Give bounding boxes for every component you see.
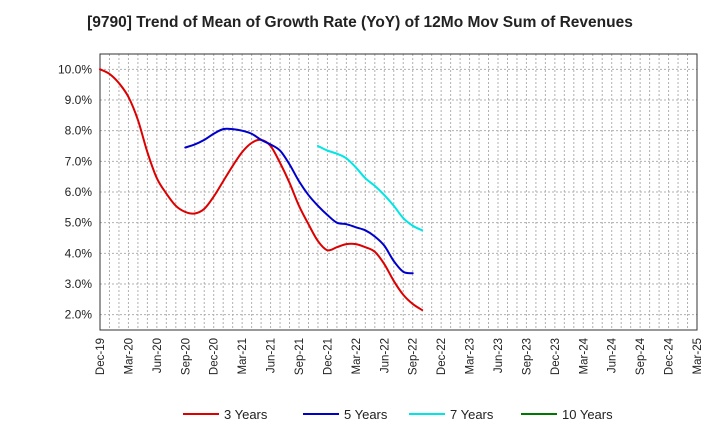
- y-tick-label: 3.0%: [65, 277, 93, 291]
- x-tick-label: Sep-23: [521, 338, 533, 375]
- y-tick-label: 6.0%: [65, 185, 93, 199]
- x-tick-label: Jun-24: [607, 337, 619, 373]
- x-tick-label: Mar-22: [351, 338, 363, 374]
- axes: [99, 53, 698, 331]
- y-tick-label: 9.0%: [65, 93, 93, 107]
- x-tick-label: Dec-22: [436, 338, 448, 375]
- x-tick-label: Jun-23: [493, 338, 505, 373]
- x-tick-label: Jun-22: [379, 338, 391, 373]
- x-tick-label: Mar-20: [123, 338, 135, 374]
- x-tick-label: Mar-21: [237, 338, 249, 374]
- y-tick-label: 2.0%: [65, 308, 93, 322]
- x-tick-label: Dec-24: [664, 337, 676, 375]
- y-tick-label: 8.0%: [65, 124, 93, 138]
- y-axis-ticks: 2.0% 3.0% 4.0% 5.0% 6.0% 7.0% 8.0% 9.0% 10.0%: [58, 62, 92, 321]
- x-tick-label: Sep-21: [294, 338, 306, 375]
- legend-label-3-years: 3 Years: [224, 407, 268, 422]
- y-tick-label: 4.0%: [65, 246, 93, 260]
- x-tick-label: Sep-20: [180, 338, 192, 375]
- x-tick-label: Dec-20: [209, 338, 221, 375]
- x-tick-label: Sep-22: [408, 338, 420, 375]
- legend-label-10-years: 10 Years: [562, 407, 613, 422]
- plot-frame: [99, 53, 698, 331]
- x-tick-label: Sep-24: [635, 337, 647, 375]
- x-axis-ticks: Dec-19 Mar-20 Jun-20 Sep-20 Dec-20 Mar-21 Jun-…: [95, 337, 704, 375]
- series-line-7-years: [316, 145, 424, 232]
- x-tick-label: Mar-25: [692, 338, 704, 374]
- x-tick-label: Dec-23: [550, 338, 562, 375]
- legend-label-5-years: 5 Years: [344, 407, 388, 422]
- x-tick-label: Jun-21: [266, 338, 278, 373]
- y-tick-label: 7.0%: [65, 154, 93, 168]
- x-tick-label: Jun-20: [152, 338, 164, 373]
- series-lines: [99, 68, 424, 312]
- y-tick-label: 5.0%: [65, 216, 93, 230]
- y-tick-label: 10.0%: [58, 62, 92, 76]
- series-line-5-years: [184, 127, 414, 275]
- legend: 3 Years 5 Years 7 Years 10 Years: [183, 407, 613, 422]
- x-tick-label: Dec-19: [95, 338, 107, 375]
- legend-label-7-years: 7 Years: [450, 407, 494, 422]
- x-tick-label: Dec-21: [322, 338, 334, 375]
- x-tick-label: Mar-24: [578, 337, 590, 374]
- x-tick-label: Mar-23: [465, 338, 477, 374]
- chart-title: [9790] Trend of Mean of Growth Rate (YoY…: [87, 14, 633, 31]
